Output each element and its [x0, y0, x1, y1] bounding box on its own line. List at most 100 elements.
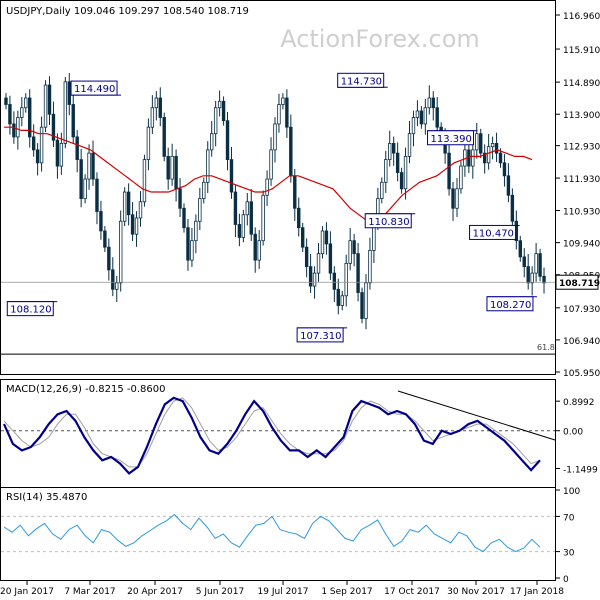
annotation-label: 110.830: [368, 217, 409, 228]
candle: [542, 267, 546, 294]
candle-body: [265, 178, 269, 196]
candle-body: [269, 149, 273, 180]
candle: [522, 248, 526, 278]
x-tick-label: 17 Jan 2018: [510, 587, 564, 597]
candle-body: [320, 230, 325, 255]
candle-body: [312, 272, 317, 287]
candle-body: [4, 97, 8, 105]
candle: [79, 148, 83, 208]
candle: [20, 97, 24, 127]
candle-body: [293, 175, 297, 209]
candle: [158, 87, 162, 127]
candle-body: [158, 97, 162, 118]
candle-body: [225, 120, 230, 161]
candle: [336, 278, 340, 315]
candle-body: [415, 110, 420, 118]
candle-body: [67, 81, 71, 105]
price-y-tick-label: 110.930: [563, 208, 600, 218]
candle-body: [107, 246, 111, 271]
candle-body: [99, 211, 103, 232]
candle: [225, 111, 230, 171]
candle: [83, 174, 87, 204]
candle: [63, 76, 68, 149]
watermark: ActionForex.com: [280, 25, 480, 53]
candle: [122, 187, 127, 227]
moving-average-line: [4, 126, 533, 222]
candle: [482, 144, 487, 174]
annotation-box: [486, 296, 534, 312]
candle: [352, 233, 356, 267]
candle-body: [186, 227, 190, 261]
candle-body: [194, 220, 198, 242]
candle-body: [285, 97, 289, 128]
x-tick-label: 17 Oct 2017: [384, 587, 440, 597]
candle-body: [364, 282, 368, 319]
candle: [146, 118, 151, 171]
candle: [324, 222, 329, 255]
candle: [391, 136, 396, 166]
candle-body: [55, 139, 60, 167]
candle-body: [518, 240, 522, 258]
candle: [55, 133, 60, 179]
candle-body: [281, 97, 285, 105]
candle: [356, 242, 360, 302]
candle-body: [138, 201, 143, 219]
macd-lines: [2, 390, 556, 475]
macd-title: MACD(12,26,9) -0.8215 -0.8600: [6, 384, 166, 395]
candle-body: [115, 282, 119, 290]
x-tick-label: 7 Mar 2017: [64, 587, 115, 597]
x-tick-label: 5 Jun 2017: [196, 587, 244, 597]
candle: [506, 163, 511, 203]
candle: [150, 95, 155, 134]
rsi-y-tick-label: 70: [563, 513, 575, 523]
candle-body: [352, 240, 356, 255]
candle-body: [277, 104, 281, 125]
candle: [43, 80, 48, 133]
candle-body: [8, 104, 12, 125]
candle: [344, 254, 348, 307]
candle: [435, 97, 439, 136]
candle-body: [486, 146, 491, 164]
annotation-box: [296, 327, 344, 343]
candle-body: [455, 188, 459, 209]
candle-body: [510, 194, 515, 222]
candle: [99, 200, 103, 240]
candle: [300, 222, 305, 253]
current-price-box: [555, 274, 599, 290]
candle-body: [522, 256, 526, 268]
candle: [115, 276, 119, 302]
candle-body: [166, 155, 170, 180]
candle-body: [229, 159, 234, 193]
price-annotation: 114.730: [337, 72, 388, 88]
candle: [534, 242, 538, 282]
candle: [107, 238, 111, 281]
candle-body: [206, 149, 210, 183]
candle-body: [459, 165, 463, 190]
candle: [8, 95, 12, 135]
annotation-box: [70, 80, 118, 96]
candle-body: [534, 253, 538, 274]
macd-y-tick-label: 0.00: [563, 428, 583, 438]
candle-body: [273, 123, 277, 151]
candle-body: [119, 220, 123, 284]
candle: [297, 197, 301, 237]
candle: [277, 93, 281, 133]
macd-y-axis: 0.8992 0.00 -1.1499: [1, 398, 598, 475]
macd-line: [2, 396, 541, 475]
candle: [4, 93, 8, 110]
rsi-lines: [3, 513, 541, 553]
candle-body: [332, 272, 337, 290]
candle: [206, 141, 210, 194]
candle: [95, 172, 99, 225]
annotation-box: [364, 213, 412, 229]
candle-body: [431, 97, 435, 109]
x-tick-label: 30 Nov 2017: [447, 587, 505, 597]
candle-body: [241, 214, 246, 238]
candle: [308, 253, 313, 293]
candle: [162, 112, 166, 162]
candle-body: [16, 117, 20, 138]
candle: [194, 214, 198, 254]
rsi-y-tick-label: 30: [563, 549, 575, 559]
candle: [28, 89, 32, 148]
candle: [530, 266, 534, 296]
